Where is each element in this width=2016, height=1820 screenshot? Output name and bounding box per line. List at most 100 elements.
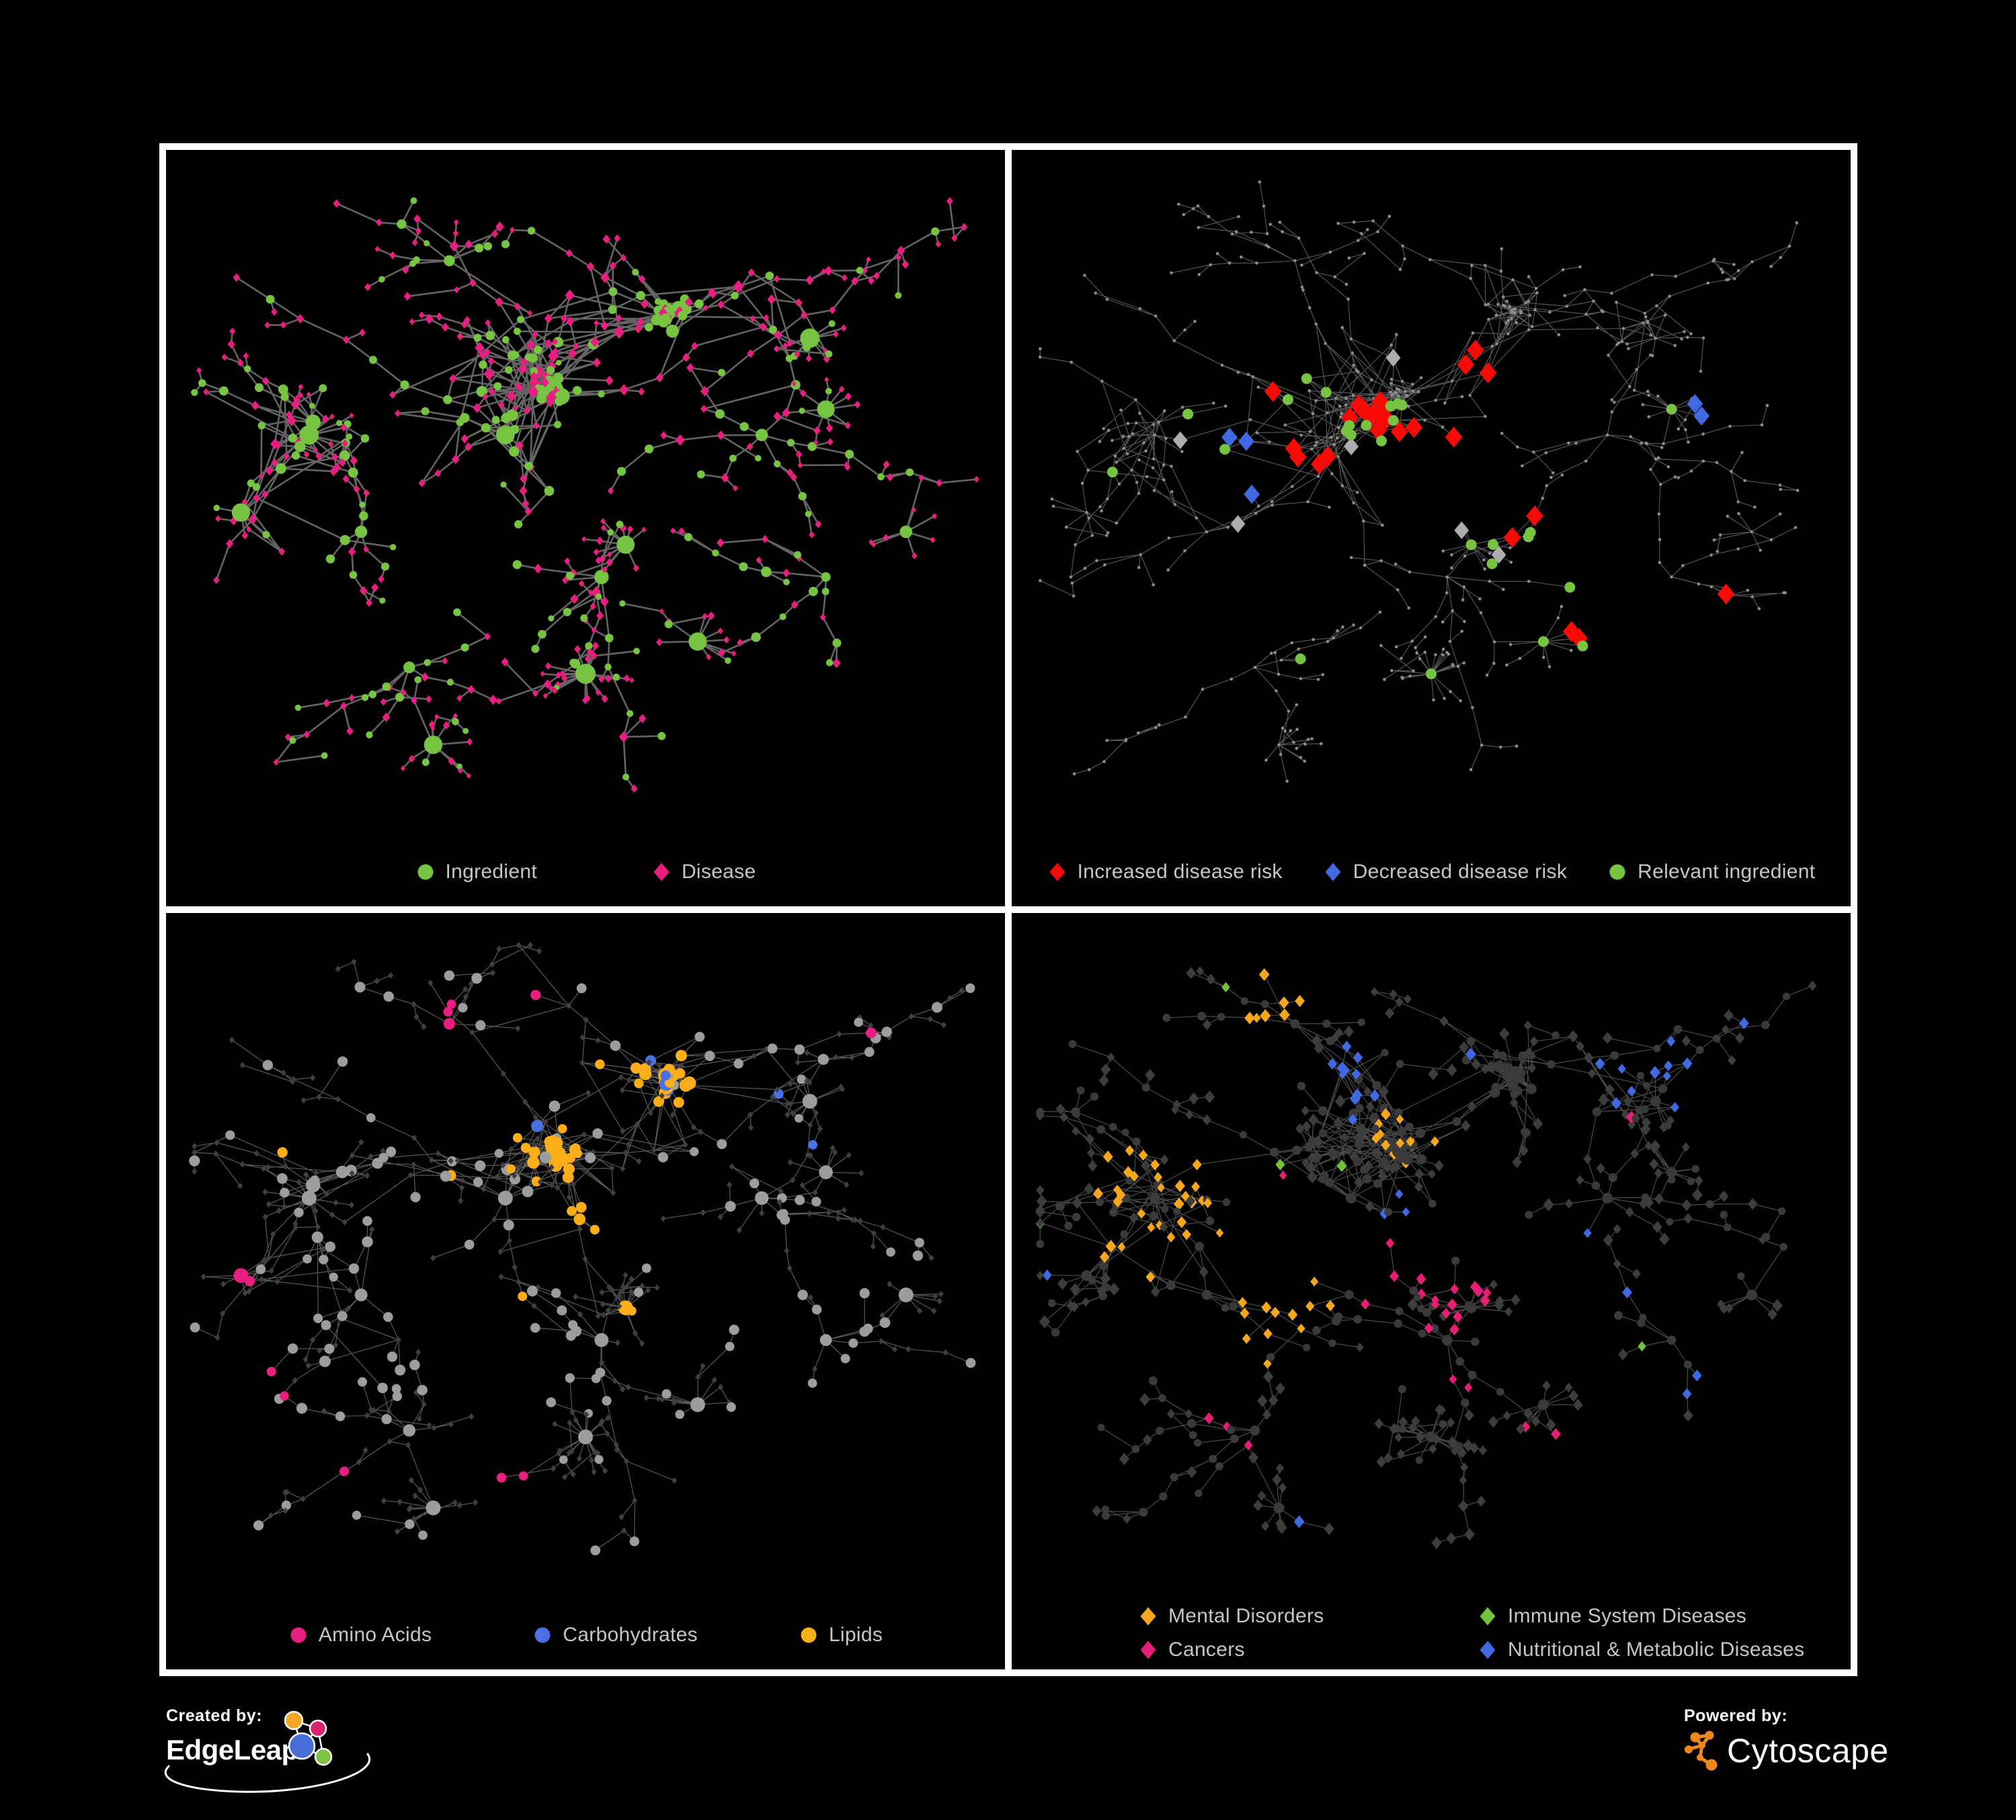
- disease-node: [600, 596, 609, 607]
- ingredient-node: [507, 350, 518, 360]
- disease-node: [514, 302, 521, 311]
- disease-node: [1183, 328, 1186, 332]
- ingredient-node: [339, 535, 350, 545]
- disease-node: [428, 1156, 435, 1164]
- ingredient-node: [1389, 381, 1393, 385]
- disease-node: [1098, 440, 1102, 443]
- disease-node: [1727, 278, 1730, 281]
- disease-node: [266, 1201, 272, 1208]
- ingredient-node: [684, 532, 692, 541]
- disease-node: [791, 381, 797, 387]
- lipids-node: [639, 1068, 652, 1080]
- ingredient-node: [644, 444, 654, 454]
- disease-node: [1431, 1536, 1442, 1549]
- ingredient-node: [1537, 1399, 1549, 1411]
- ingredient-node: [277, 1173, 288, 1184]
- disease-node: [684, 297, 693, 307]
- ingredient-node: [329, 1272, 338, 1282]
- disease-node: [313, 1169, 319, 1177]
- ingredient-node: [767, 1043, 778, 1054]
- ingredient-node: [899, 525, 913, 539]
- disease-node: [1385, 1007, 1395, 1019]
- disease-node: [784, 1111, 791, 1119]
- disease-node: [1482, 558, 1486, 562]
- ingredient-node: [666, 325, 679, 338]
- disease-node: [813, 1109, 819, 1117]
- disease-node: [1087, 768, 1091, 771]
- disease-node: [773, 411, 782, 421]
- disease-node: [1301, 288, 1305, 292]
- disease-node: [280, 1069, 286, 1076]
- ingredient-node: [378, 276, 385, 283]
- disease-node: [1083, 274, 1086, 277]
- ingredient-node: [712, 549, 719, 557]
- disease-node: [733, 280, 744, 294]
- ingredient-node: [444, 970, 454, 981]
- disease-node: [1735, 1032, 1745, 1044]
- disease-node: [1568, 1030, 1578, 1043]
- disease-node: [723, 636, 730, 644]
- disease-node: [550, 1465, 557, 1472]
- disease-node: [1278, 221, 1282, 224]
- disease-node: [1560, 473, 1564, 477]
- ingredient-node: [1445, 575, 1449, 579]
- mental-disorders-node: [1182, 1229, 1191, 1240]
- ingredient-node: [696, 470, 705, 479]
- disease-node: [1196, 966, 1204, 976]
- disease-node: [1162, 463, 1166, 467]
- disease-node: [1441, 620, 1445, 624]
- disease-node: [717, 538, 725, 548]
- disease-node: [248, 514, 257, 525]
- ingredient-node: [580, 614, 588, 623]
- cancers-node: [1453, 1310, 1463, 1323]
- disease-node: [1300, 264, 1303, 267]
- ingredient-node: [787, 438, 795, 447]
- decreased-risk-node: [1687, 394, 1703, 413]
- disease-node: [265, 466, 274, 476]
- disease-node: [1753, 506, 1757, 509]
- ingredient-node: [339, 450, 350, 461]
- ingredient-node: [1413, 1294, 1421, 1302]
- ingredient-node: [1297, 1082, 1306, 1091]
- disease-node: [1383, 678, 1386, 681]
- disease-node: [519, 485, 528, 496]
- disease-node: [590, 651, 598, 660]
- ingredient-node: [1466, 1037, 1476, 1046]
- ingredient-node: [569, 658, 577, 667]
- ingredient-node: [191, 389, 198, 396]
- disease-node: [1408, 570, 1412, 573]
- relevant-ingredient-node: [1666, 403, 1677, 415]
- disease-node: [622, 1271, 629, 1279]
- disease-node: [800, 311, 808, 320]
- ingredient-node: [296, 1402, 308, 1414]
- disease-node: [883, 460, 890, 469]
- disease-node: [310, 1074, 316, 1081]
- disease-node: [213, 576, 220, 584]
- ingredient-node: [266, 294, 275, 304]
- disease-node: [973, 475, 979, 483]
- disease-node: [362, 1447, 368, 1454]
- disease-node: [1191, 207, 1195, 210]
- ingredient-node: [1173, 1208, 1181, 1216]
- lipids-node: [675, 1068, 686, 1079]
- carbohydrates-node: [531, 1119, 544, 1132]
- disease-node: [1681, 564, 1685, 567]
- ingredient-node: [403, 1424, 415, 1437]
- increased-risk-node: [1319, 446, 1336, 467]
- disease-node: [453, 286, 460, 294]
- disease-node: [454, 1157, 460, 1164]
- edgeleap-logo-icon: [284, 1710, 333, 1766]
- disease-node: [824, 377, 830, 383]
- ingredient-node: [354, 1288, 368, 1302]
- ingredient-node: [1478, 597, 1482, 601]
- ingredient-node: [1398, 1385, 1406, 1394]
- ingredient-node: [544, 485, 555, 496]
- disease-node: [397, 1498, 403, 1505]
- disease-node: [748, 268, 755, 277]
- amino-acids-node: [266, 1367, 276, 1377]
- disease-node: [645, 1287, 651, 1294]
- disease-node: [857, 1217, 863, 1224]
- ingredient-node: [1405, 394, 1409, 398]
- disease-node: [787, 1159, 793, 1166]
- ingredient-node: [1614, 1311, 1623, 1320]
